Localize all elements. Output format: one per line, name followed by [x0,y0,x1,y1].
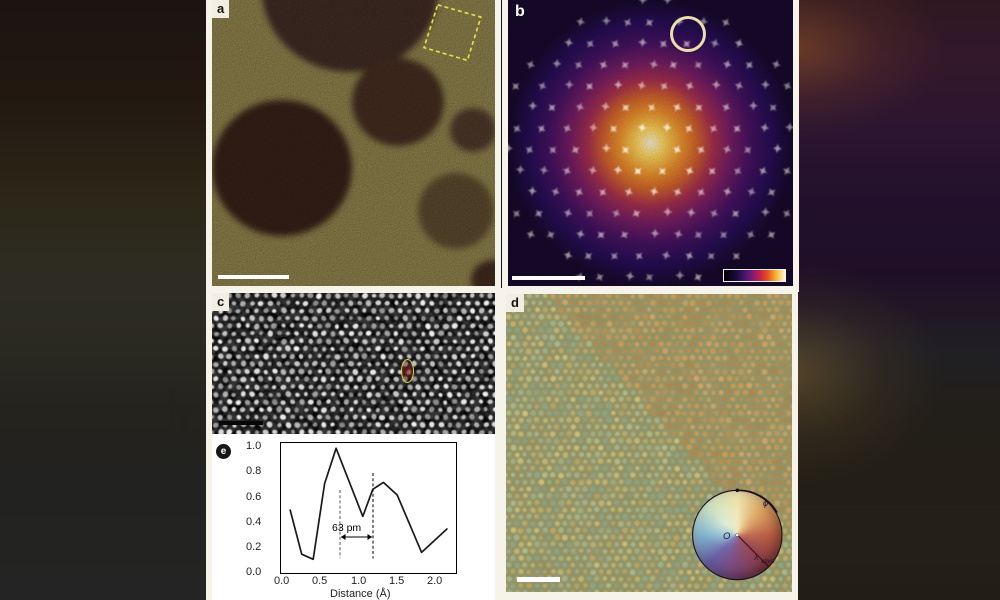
svg-text:atom: atom [761,559,774,565]
svg-text:ϕ: ϕ [763,498,768,509]
svg-text:O: O [723,531,731,542]
svg-text:λ: λ [753,552,758,562]
